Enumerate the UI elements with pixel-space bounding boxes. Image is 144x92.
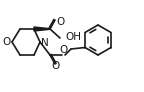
Text: O: O [3, 37, 11, 47]
Text: OH: OH [65, 32, 81, 42]
Text: O: O [51, 61, 59, 71]
Text: O: O [56, 17, 64, 27]
Text: O: O [59, 45, 67, 55]
Text: N: N [41, 38, 49, 48]
Polygon shape [34, 27, 50, 31]
